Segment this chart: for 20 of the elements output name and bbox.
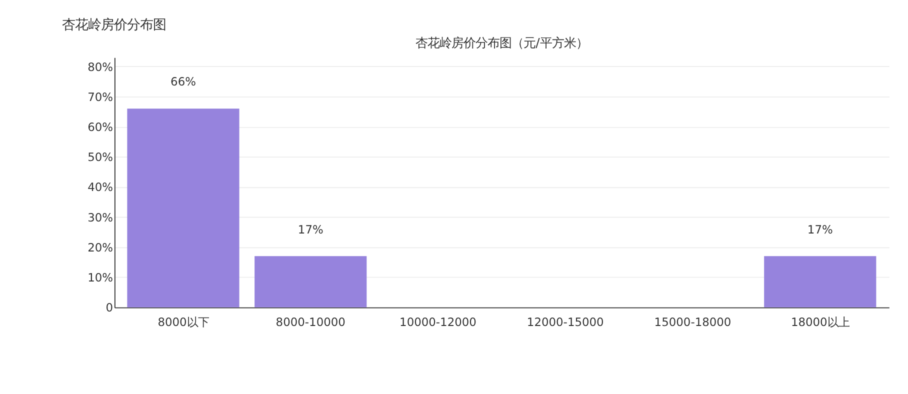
y-tick-label: 0	[106, 300, 114, 315]
x-tick-label: 12000-15000	[526, 314, 604, 329]
y-tick-label: 30%	[88, 210, 114, 224]
data-label: 66%	[170, 74, 196, 89]
y-tick-label: 70%	[88, 90, 114, 104]
chart-subtitle: 杏花岭房价分布图（元/平方米）	[416, 34, 588, 50]
chart-title: 杏花岭房价分布图	[62, 16, 166, 33]
y-tick-label: 80%	[88, 60, 114, 74]
x-tick-label: 8000以下	[158, 314, 209, 329]
x-tick-label: 10000-12000	[400, 314, 476, 329]
data-label: 17%	[807, 222, 833, 236]
data-label: 17%	[298, 222, 324, 236]
y-tick-label: 60%	[88, 120, 114, 134]
y-tick-label: 10%	[88, 270, 114, 285]
y-tick-label: 40%	[88, 180, 114, 194]
y-tick-label: 20%	[88, 240, 114, 254]
x-tick-label: 8000-10000	[276, 314, 346, 329]
x-tick-label: 18000以上	[790, 314, 850, 329]
x-tick-label: 15000-18000	[654, 314, 732, 329]
y-tick-label: 50%	[88, 150, 114, 164]
